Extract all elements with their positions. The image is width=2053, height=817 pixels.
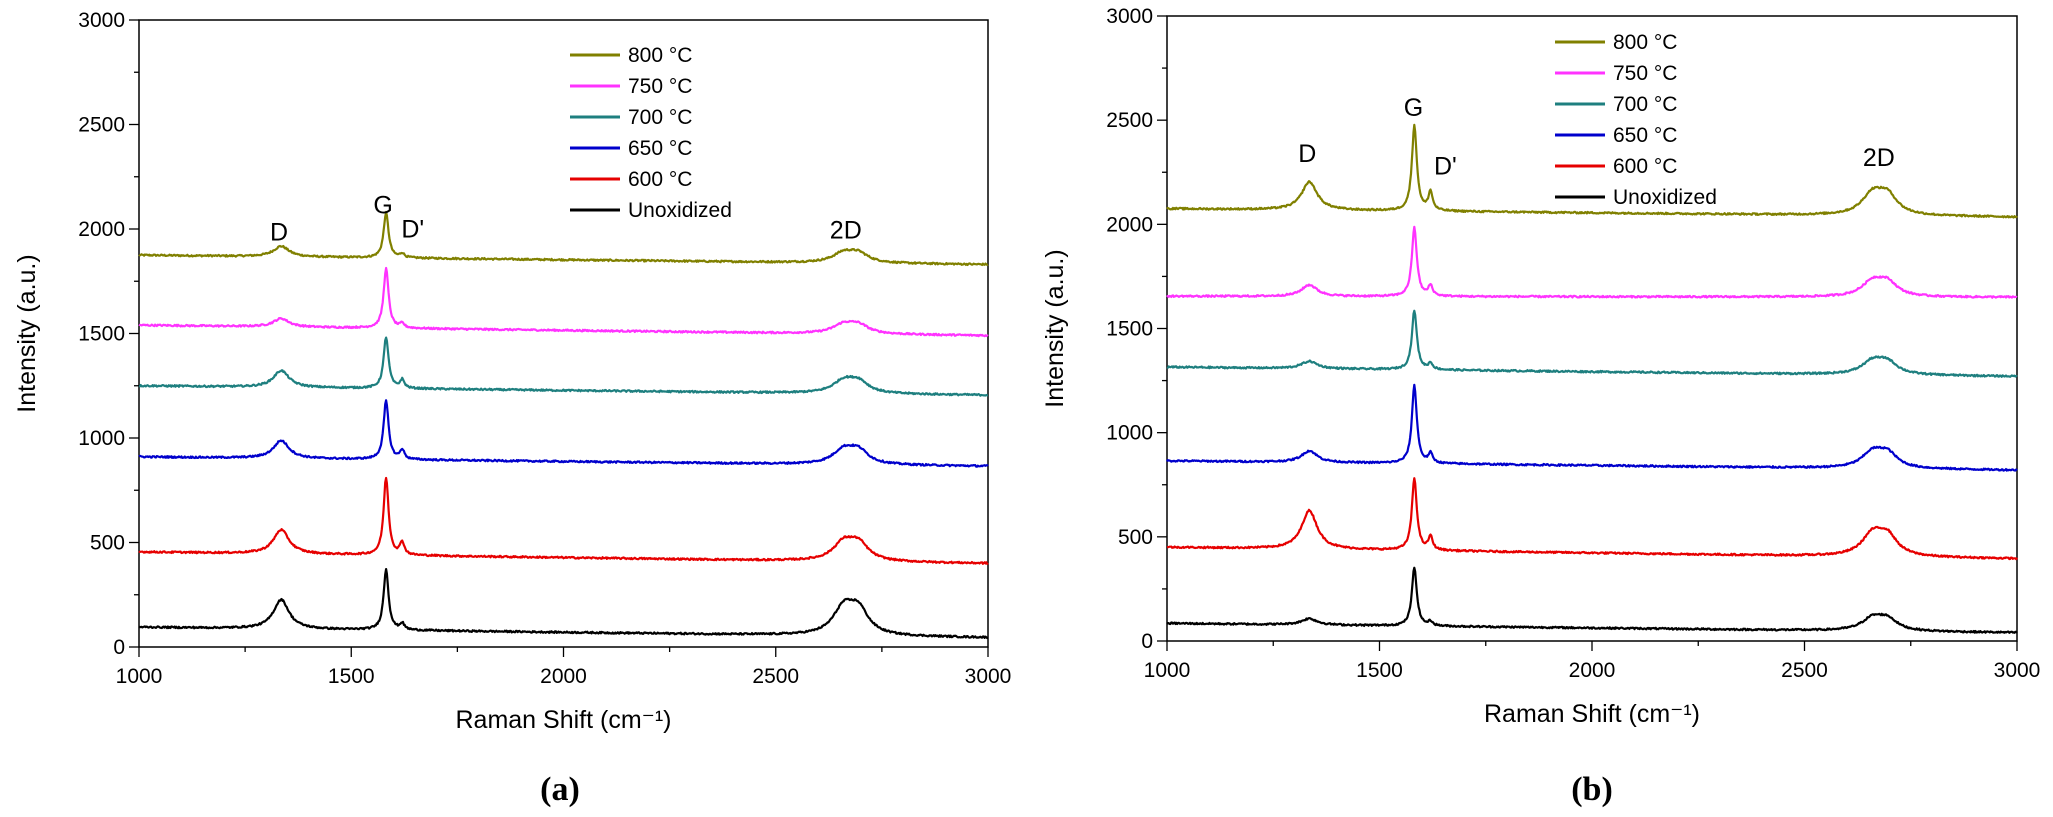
y-tick-label: 3000: [78, 9, 125, 32]
y-tick-label: 1000: [78, 427, 125, 450]
series-line: [1166, 123, 2018, 219]
series-line: [138, 476, 989, 565]
x-tick-label: 1500: [328, 665, 375, 688]
y-tick-label: 1000: [1106, 422, 1153, 445]
peak-label: D: [270, 218, 288, 246]
x-tick-label: 2500: [1781, 659, 1828, 682]
legend-entry: Unoxidized: [1613, 186, 1717, 209]
x-tick-label: 1000: [1144, 659, 1191, 682]
panel-label: (b): [1571, 771, 1613, 808]
y-tick-label: 3000: [1106, 5, 1153, 28]
y-axis-label: Intensity (a.u.): [1041, 249, 1069, 407]
y-tick-label: 2500: [78, 114, 125, 137]
legend-entry: 650 °C: [1613, 124, 1677, 147]
legend-entry: 800 °C: [1613, 31, 1677, 54]
series-line: [1166, 383, 2018, 472]
x-tick-label: 3000: [965, 665, 1012, 688]
y-tick-label: 500: [90, 532, 125, 555]
chart-panel-b: 1000 1500 2000 2500 3000 0 500 1000 1500 2000 2500…: [1041, 5, 2040, 808]
legend-entry: 650 °C: [628, 137, 692, 160]
x-tick-label: 2000: [540, 665, 587, 688]
peak-label: D: [1298, 140, 1316, 168]
legend-entry: 700 °C: [628, 106, 692, 129]
plot-frame: [1166, 15, 2018, 642]
legend-entry: 600 °C: [628, 168, 692, 191]
y-tick-label: 0: [113, 636, 125, 659]
series-line: [1166, 566, 2018, 634]
y-tick-label: 1500: [1106, 318, 1153, 341]
y-tick-label: 1500: [78, 323, 125, 346]
legend-entry: 600 °C: [1613, 155, 1677, 178]
x-tick-label: 1500: [1356, 659, 1403, 682]
series-line: [138, 210, 989, 267]
series-line: [138, 399, 989, 468]
series-line: [138, 568, 989, 640]
series-line: [138, 336, 989, 397]
plot-frame: [138, 19, 989, 648]
legend-entry: 700 °C: [1613, 93, 1677, 116]
legend-entry: 800 °C: [628, 44, 692, 67]
peak-label: 2D: [830, 216, 862, 244]
x-tick-label: 3000: [1994, 659, 2041, 682]
series-line: [1166, 477, 2018, 561]
peak-label: 2D: [1863, 144, 1895, 172]
peak-label: G: [373, 191, 392, 219]
x-tick-label: 1000: [116, 665, 163, 688]
series-line: [1166, 225, 2018, 299]
peak-label: G: [1404, 94, 1423, 122]
legend-entry: Unoxidized: [628, 199, 732, 222]
x-axis-label: Raman Shift (cm⁻¹): [455, 706, 671, 734]
y-tick-label: 500: [1118, 526, 1153, 549]
legend-entry: 750 °C: [1613, 62, 1677, 85]
chart-panel-a: 1000 1500 2000 2500 3000 0 500 1000 1500 2000 2500…: [13, 9, 1011, 808]
series-line: [138, 266, 989, 338]
peak-label: D': [401, 215, 424, 243]
peak-label: D': [1434, 152, 1457, 180]
x-axis-label: Raman Shift (cm⁻¹): [1484, 700, 1700, 728]
y-tick-label: 0: [1141, 630, 1153, 653]
x-tick-label: 2000: [1569, 659, 1616, 682]
x-tick-label: 2500: [752, 665, 799, 688]
y-tick-label: 2000: [78, 218, 125, 241]
y-tick-label: 2000: [1106, 213, 1153, 236]
y-axis-label: Intensity (a.u.): [13, 254, 41, 412]
panel-label: (a): [540, 771, 580, 808]
series-line: [1166, 309, 2018, 378]
y-tick-label: 2500: [1106, 109, 1153, 132]
legend-entry: 750 °C: [628, 75, 692, 98]
